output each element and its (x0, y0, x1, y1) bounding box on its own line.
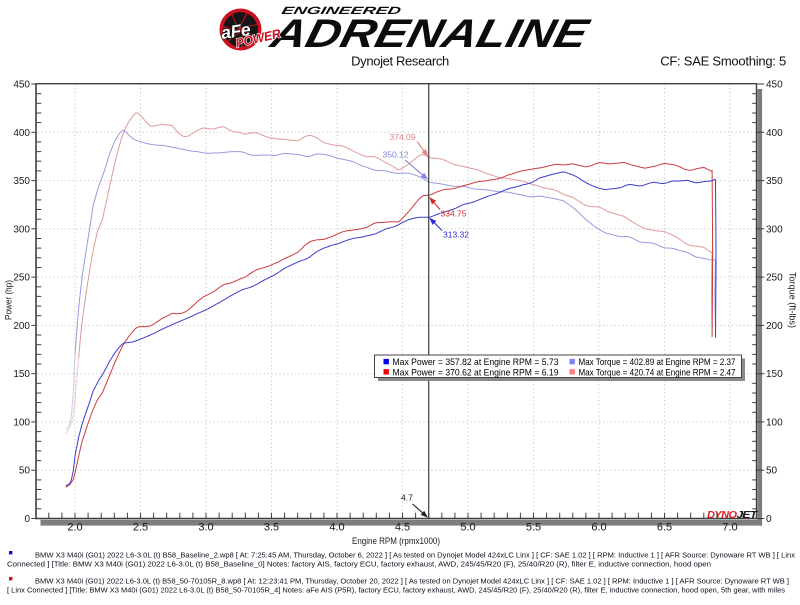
svg-text:ADRENALINE: ADRENALINE (265, 10, 595, 55)
svg-text:400: 400 (13, 128, 30, 139)
svg-text:350: 350 (766, 176, 783, 187)
svg-text:Dynojet Research: Dynojet Research (351, 54, 449, 69)
svg-text:5.0: 5.0 (460, 522, 475, 534)
svg-text:Max Power = 370.62 at Engine R: Max Power = 370.62 at Engine RPM = 6.19 (393, 367, 559, 377)
svg-text:2.5: 2.5 (133, 522, 148, 534)
svg-text:150: 150 (766, 369, 783, 380)
svg-text:300: 300 (13, 224, 30, 235)
svg-text:0: 0 (766, 514, 772, 525)
svg-text:Max Power = 357.82 at Engine R: Max Power = 357.82 at Engine RPM = 5.73 (393, 357, 559, 367)
svg-text:250: 250 (766, 273, 783, 284)
svg-text:3.0: 3.0 (198, 522, 213, 534)
svg-text:100: 100 (766, 417, 783, 428)
svg-text:Max Torque = 402.89 at Engine: Max Torque = 402.89 at Engine RPM = 2.37 (579, 357, 736, 367)
svg-text:150: 150 (13, 369, 30, 380)
svg-text:5.5: 5.5 (526, 522, 541, 534)
svg-text:6.0: 6.0 (591, 522, 606, 534)
svg-text:50: 50 (766, 466, 778, 477)
svg-text:4.7: 4.7 (401, 493, 413, 503)
svg-text:2.0: 2.0 (67, 522, 82, 534)
svg-text:200: 200 (766, 321, 783, 332)
svg-text:DYNO: DYNO (707, 510, 737, 521)
svg-text:BMW X3 M40i (G01) 2022 L6-3.0L: BMW X3 M40i (G01) 2022 L6-3.0L (t) B58_B… (35, 551, 795, 560)
svg-text:4.0: 4.0 (329, 522, 344, 534)
svg-text:200: 200 (13, 321, 30, 332)
svg-text:300: 300 (766, 224, 783, 235)
svg-text:450: 450 (13, 80, 30, 91)
svg-text:4.5: 4.5 (395, 522, 410, 534)
svg-text:aFe: aFe (220, 19, 252, 43)
svg-text:334.75: 334.75 (441, 209, 467, 219)
svg-text:250: 250 (13, 273, 30, 284)
svg-text:400: 400 (766, 128, 783, 139)
svg-text:0: 0 (24, 514, 30, 525)
svg-text:100: 100 (13, 417, 30, 428)
svg-text:BMW X3 M40i (G01) 2022 L6-3.0L: BMW X3 M40i (G01) 2022 L6-3.0L (t) B58_5… (35, 577, 789, 586)
svg-text:Power (hp): Power (hp) (4, 280, 14, 320)
svg-text:350: 350 (13, 176, 30, 187)
svg-text:50: 50 (19, 466, 31, 477)
svg-text:313.32: 313.32 (443, 230, 469, 240)
svg-text:374.09: 374.09 (390, 132, 416, 142)
svg-text:6.5: 6.5 (657, 522, 672, 534)
svg-text:[ Linx Connected ] [Title: BMW: [ Linx Connected ] [Title: BMW X3 M40i (… (7, 586, 785, 595)
svg-text:ENGINEERED: ENGINEERED (280, 5, 402, 17)
svg-text:3.5: 3.5 (264, 522, 279, 534)
svg-text:350.12: 350.12 (383, 150, 409, 160)
svg-text:CF: SAE Smoothing: 5: CF: SAE Smoothing: 5 (660, 54, 786, 69)
svg-text:Connected ] [Title: BMW X3 M40: Connected ] [Title: BMW X3 M40i (G01) 20… (7, 560, 711, 569)
svg-text:JET: JET (737, 510, 759, 521)
svg-text:450: 450 (766, 80, 783, 91)
svg-text:Max Torque = 420.74 at Engine: Max Torque = 420.74 at Engine RPM = 2.47 (579, 367, 736, 377)
svg-text:Torque (ft-lbs): Torque (ft-lbs) (788, 272, 798, 328)
svg-text:Engine RPM (rpmx1000): Engine RPM (rpmx1000) (352, 536, 440, 547)
svg-text:7.0: 7.0 (722, 522, 737, 534)
